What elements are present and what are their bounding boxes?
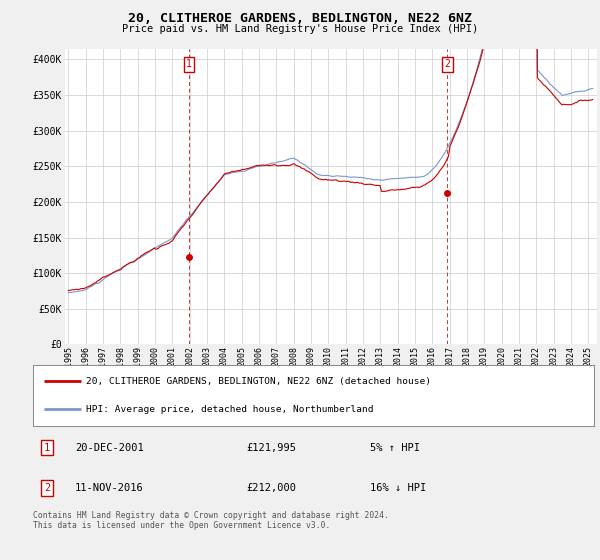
Text: £121,995: £121,995 bbox=[246, 443, 296, 453]
Text: Price paid vs. HM Land Registry's House Price Index (HPI): Price paid vs. HM Land Registry's House … bbox=[122, 24, 478, 34]
Text: 16% ↓ HPI: 16% ↓ HPI bbox=[370, 483, 426, 493]
Text: 5% ↑ HPI: 5% ↑ HPI bbox=[370, 443, 419, 453]
Text: 2: 2 bbox=[44, 483, 50, 493]
Text: £212,000: £212,000 bbox=[246, 483, 296, 493]
Text: HPI: Average price, detached house, Northumberland: HPI: Average price, detached house, Nort… bbox=[86, 405, 374, 414]
Text: 11-NOV-2016: 11-NOV-2016 bbox=[75, 483, 144, 493]
Text: 1: 1 bbox=[186, 59, 192, 69]
Text: Contains HM Land Registry data © Crown copyright and database right 2024.
This d: Contains HM Land Registry data © Crown c… bbox=[33, 511, 389, 530]
Text: 20, CLITHEROE GARDENS, BEDLINGTON, NE22 6NZ (detached house): 20, CLITHEROE GARDENS, BEDLINGTON, NE22 … bbox=[86, 377, 431, 386]
Text: 2: 2 bbox=[445, 59, 451, 69]
Text: 1: 1 bbox=[44, 443, 50, 453]
Text: 20, CLITHEROE GARDENS, BEDLINGTON, NE22 6NZ: 20, CLITHEROE GARDENS, BEDLINGTON, NE22 … bbox=[128, 12, 472, 25]
Text: 20-DEC-2001: 20-DEC-2001 bbox=[75, 443, 144, 453]
